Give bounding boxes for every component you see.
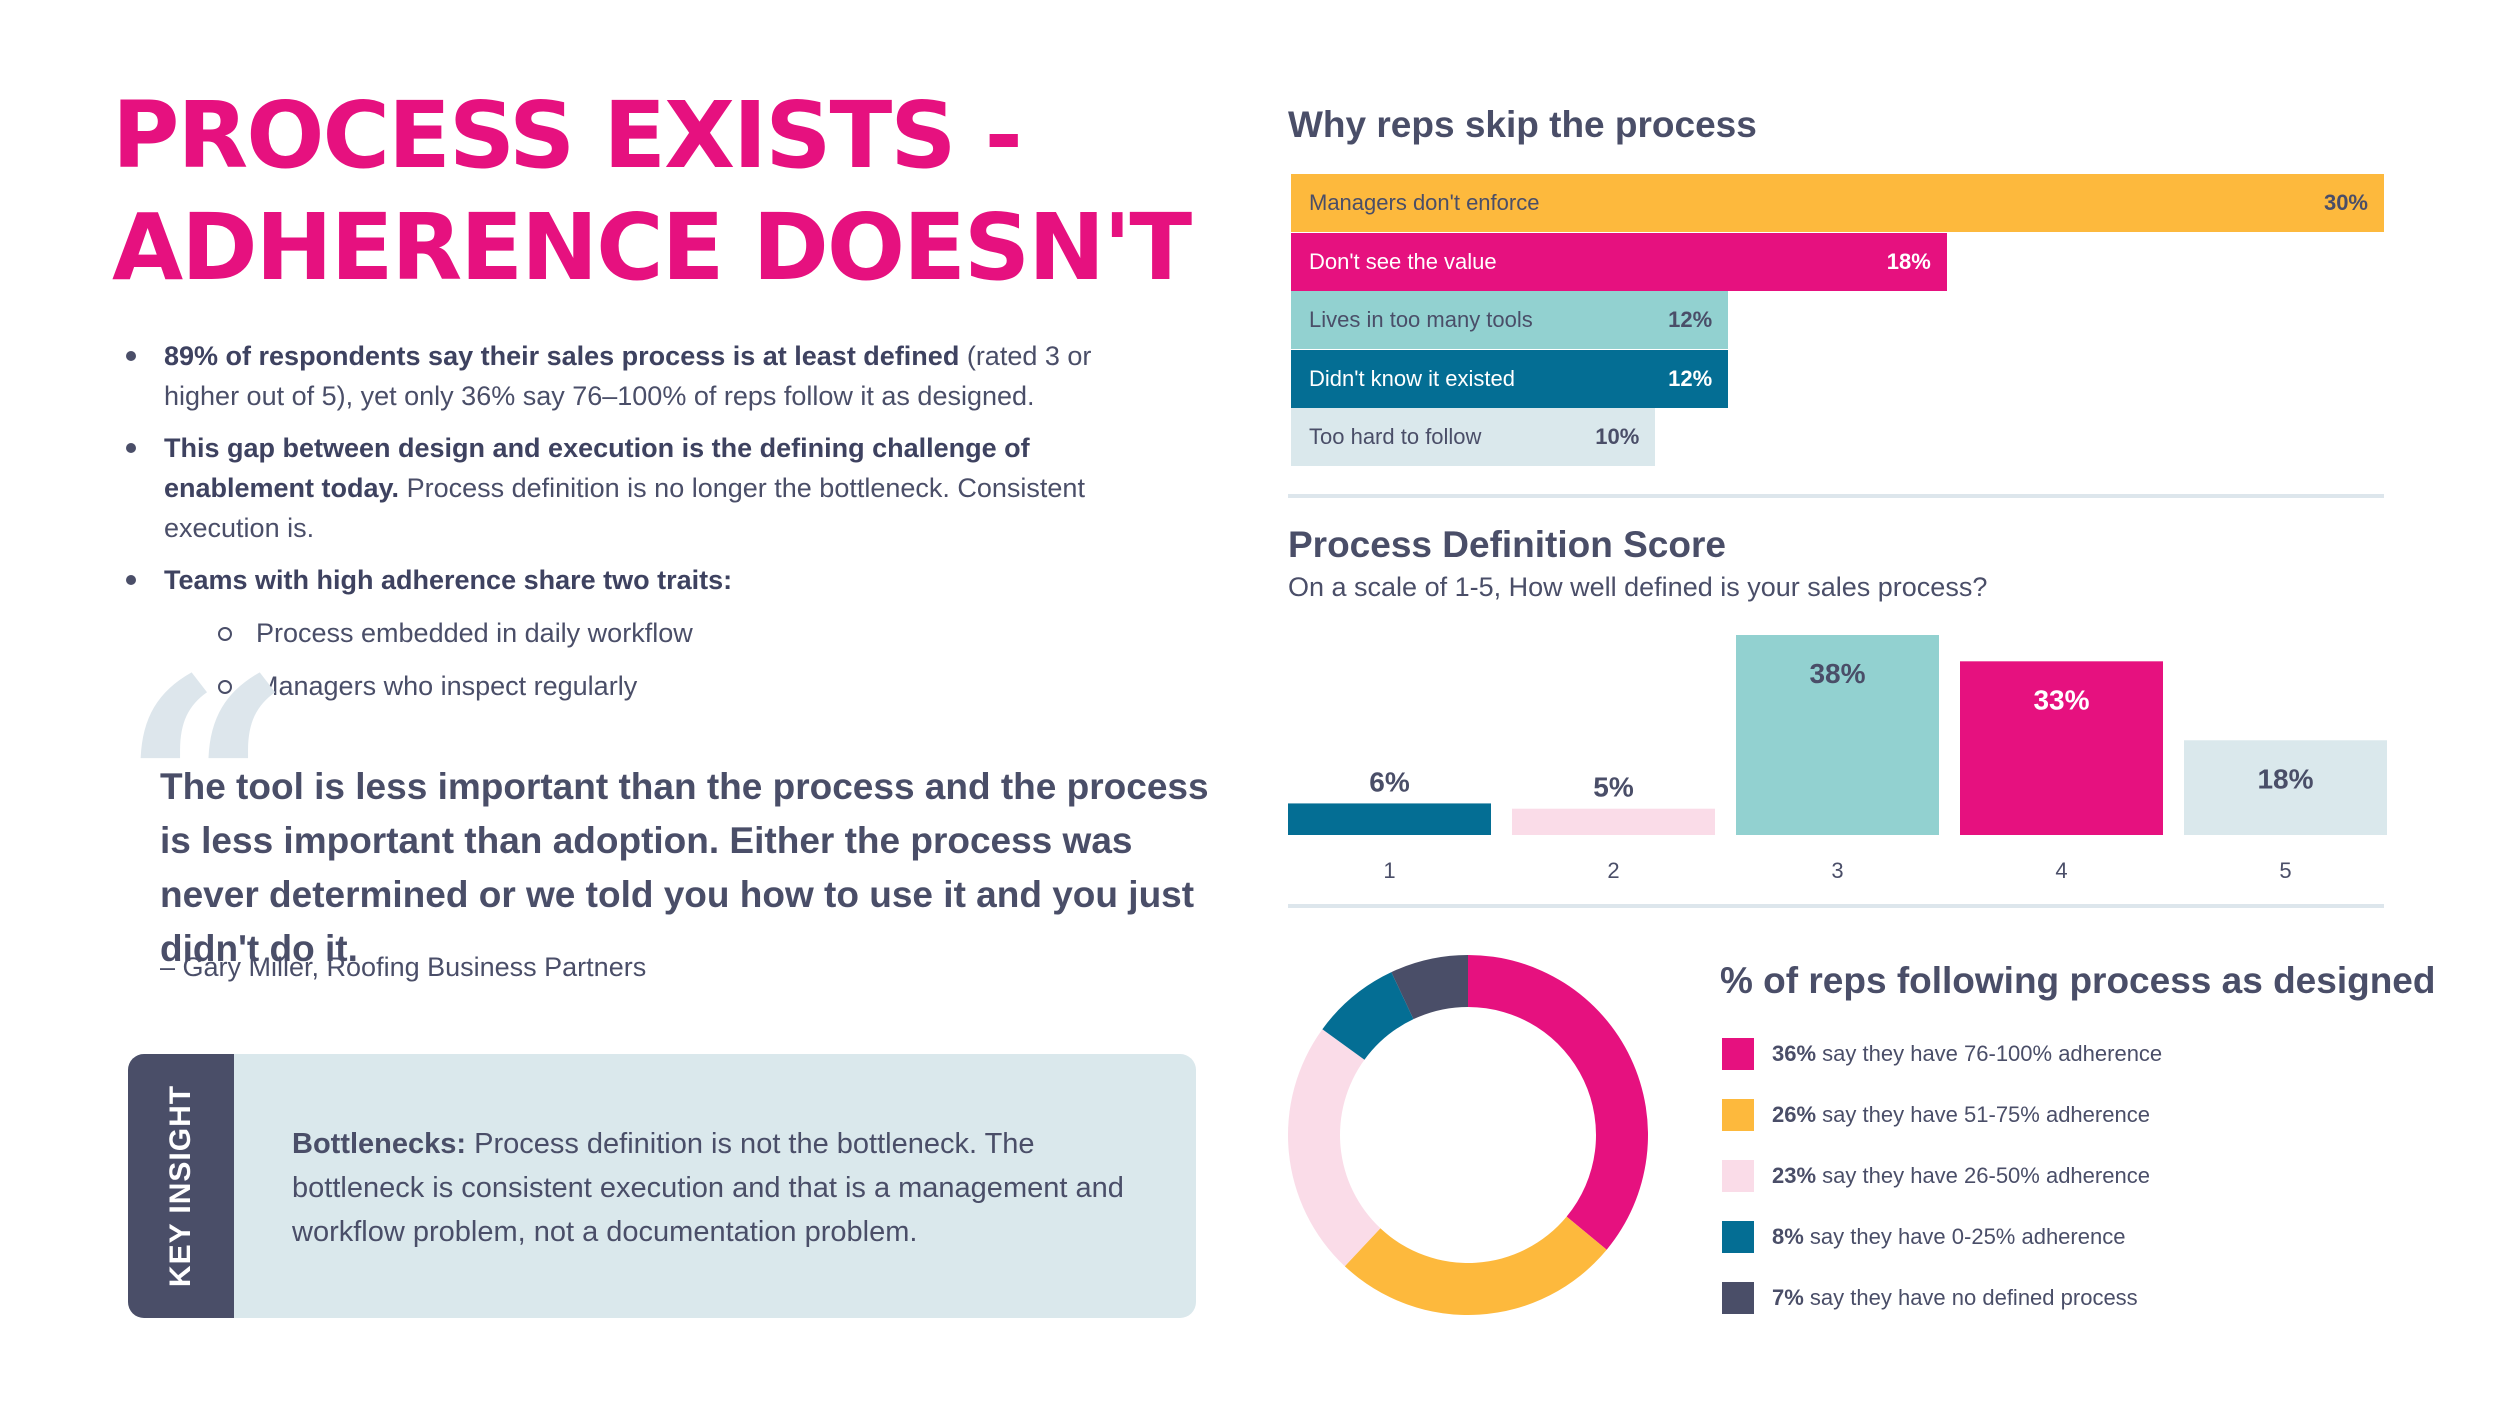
skip-reason-value: 10% [1595,424,1640,449]
legend-text: say they have 26-50% adherence [1816,1163,2150,1188]
skip-reason-value: 30% [2323,190,2368,215]
skip-reason-value: 18% [1886,248,1931,274]
score-category-label: 2 [1607,858,1619,883]
legend-swatch [1722,1282,1754,1314]
key-insight-box: KEY INSIGHT Bottlenecks: Process definit… [128,1054,1196,1318]
skip-reason-value: 12% [1668,307,1713,332]
skip-reason-bar: Don't see the value 18% [1291,232,1947,291]
bullet-bold: Teams with high adherence share two trai… [164,565,733,595]
key-insight-text: Bottlenecks: Process definition is not t… [292,1122,1172,1254]
divider [1288,494,2384,498]
legend-pct: 8% [1772,1224,1804,1249]
divider [1288,904,2384,908]
title-line-2: ADHERENCE DOESN'T [112,194,1192,301]
sub-bullet-item: Managers who inspect regularly [164,666,1140,706]
quote-mark-icon: “ [120,613,293,966]
bullet-bold: 89% of respondents say their sales proce… [164,341,960,371]
bullet-text: Process definition is no longer the bott… [164,473,1085,543]
bullet-bold: This gap between design and execution is… [164,433,1030,503]
legend-text: say they have no defined process [1803,1285,2138,1310]
bullet-list: 89% of respondents say their sales proce… [120,336,1140,718]
skip-reason-label: Lives in too many tools [1309,307,1533,332]
skip-reason-bar: Didn't know it existed 12% [1291,349,1729,408]
donut-slice [1288,1029,1381,1267]
adherence-donut-chart [1288,955,1648,1315]
skip-reason-label: Don't see the value [1309,248,1497,274]
skip-reason-bar: Managers don't enforce 30% [1291,174,2384,232]
score-chart: 6% 1 5% 2 38% 3 33% 4 18% 5 [1288,635,2387,883]
score-chart-subtitle: On a scale of 1-5, How well defined is y… [1288,572,1988,602]
skip-reason-value: 12% [1668,365,1713,391]
skip-chart-title: Why reps skip the process [1288,104,1757,145]
skip-reason-label: Managers don't enforce [1309,190,1540,215]
bullet-item: Teams with high adherence share two trai… [120,560,1140,706]
bullet-item: 89% of respondents say their sales proce… [120,336,1140,416]
legend-swatch [1722,1038,1754,1070]
legend-pct: 36% [1772,1041,1817,1066]
score-bar [2184,740,2387,835]
key-insight-label: KEY INSIGHT [164,1084,197,1288]
sub-bullet-text: Managers who inspect regularly [256,671,638,701]
key-insight-bold: Bottlenecks: [292,1128,467,1160]
score-value-label: 6% [1369,766,1410,797]
score-category-label: 1 [1383,858,1395,883]
skip-reason-bar: Lives in too many tools 12% [1291,291,1729,349]
sub-bullet-text: Process embedded in daily workflow [256,618,693,648]
skip-reason-bar: Too hard to follow 10% [1291,408,1656,466]
title-line-1: PROCESS EXISTS - [112,82,1023,189]
quote-attribution: – Gary Miller, Roofing Business Partners [160,952,647,982]
key-insight-tab: KEY INSIGHT [128,1054,234,1318]
donut-chart-title: % of reps following process as designed [1720,960,2436,1001]
score-bar [1288,803,1491,835]
skip-reason-label: Didn't know it existed [1309,365,1515,391]
bullet-text: (rated 3 or higher out of 5), yet only 3… [164,341,1092,411]
legend-label: 36% say they have 76-100% adherence [1772,1038,2162,1070]
score-value-label: 38% [1809,658,1865,689]
score-value-label: 18% [2257,763,2313,794]
legend-swatch [1722,1160,1754,1192]
bullet-item: This gap between design and execution is… [120,428,1140,548]
quote-text: The tool is less important than the proc… [160,766,1209,969]
donut-slice [1391,955,1468,1020]
donut-slice [1468,955,1648,1250]
skip-reason-label: Too hard to follow [1309,424,1482,449]
score-category-label: 4 [2055,858,2067,883]
legend-label: 7% say they have no defined process [1772,1282,2138,1314]
page-title: PROCESS EXISTS - ADHERENCE DOESN'T [112,80,1212,304]
legend-swatch [1722,1099,1754,1131]
key-insight-body: Process definition is not the bottleneck… [292,1128,1124,1248]
score-category-label: 5 [2279,858,2291,883]
score-bar [1512,808,1715,835]
score-bar [1960,661,2163,835]
legend-text: say they have 0-25% adherence [1803,1224,2126,1249]
legend-pct: 7% [1772,1285,1804,1310]
score-chart-title: Process Definition Score [1288,524,1726,565]
legend-text: say they have 76-100% adherence [1816,1041,2163,1066]
score-bar [1736,635,1939,835]
legend-pct: 26% [1772,1102,1817,1127]
donut-slice [1322,972,1414,1060]
score-value-label: 33% [2033,684,2089,715]
sub-bullet-item: Process embedded in daily workflow [164,613,1140,653]
legend-label: 8% say they have 0-25% adherence [1772,1221,2125,1253]
score-category-label: 3 [1831,858,1843,883]
legend-label: 23% say they have 26-50% adherence [1772,1160,2150,1192]
legend-text: say they have 51-75% adherence [1816,1102,2150,1127]
legend-swatch [1722,1221,1754,1253]
legend-label: 26% say they have 51-75% adherence [1772,1099,2150,1131]
legend-pct: 23% [1772,1163,1817,1188]
score-value-label: 5% [1593,772,1634,803]
donut-slice [1344,1216,1607,1315]
